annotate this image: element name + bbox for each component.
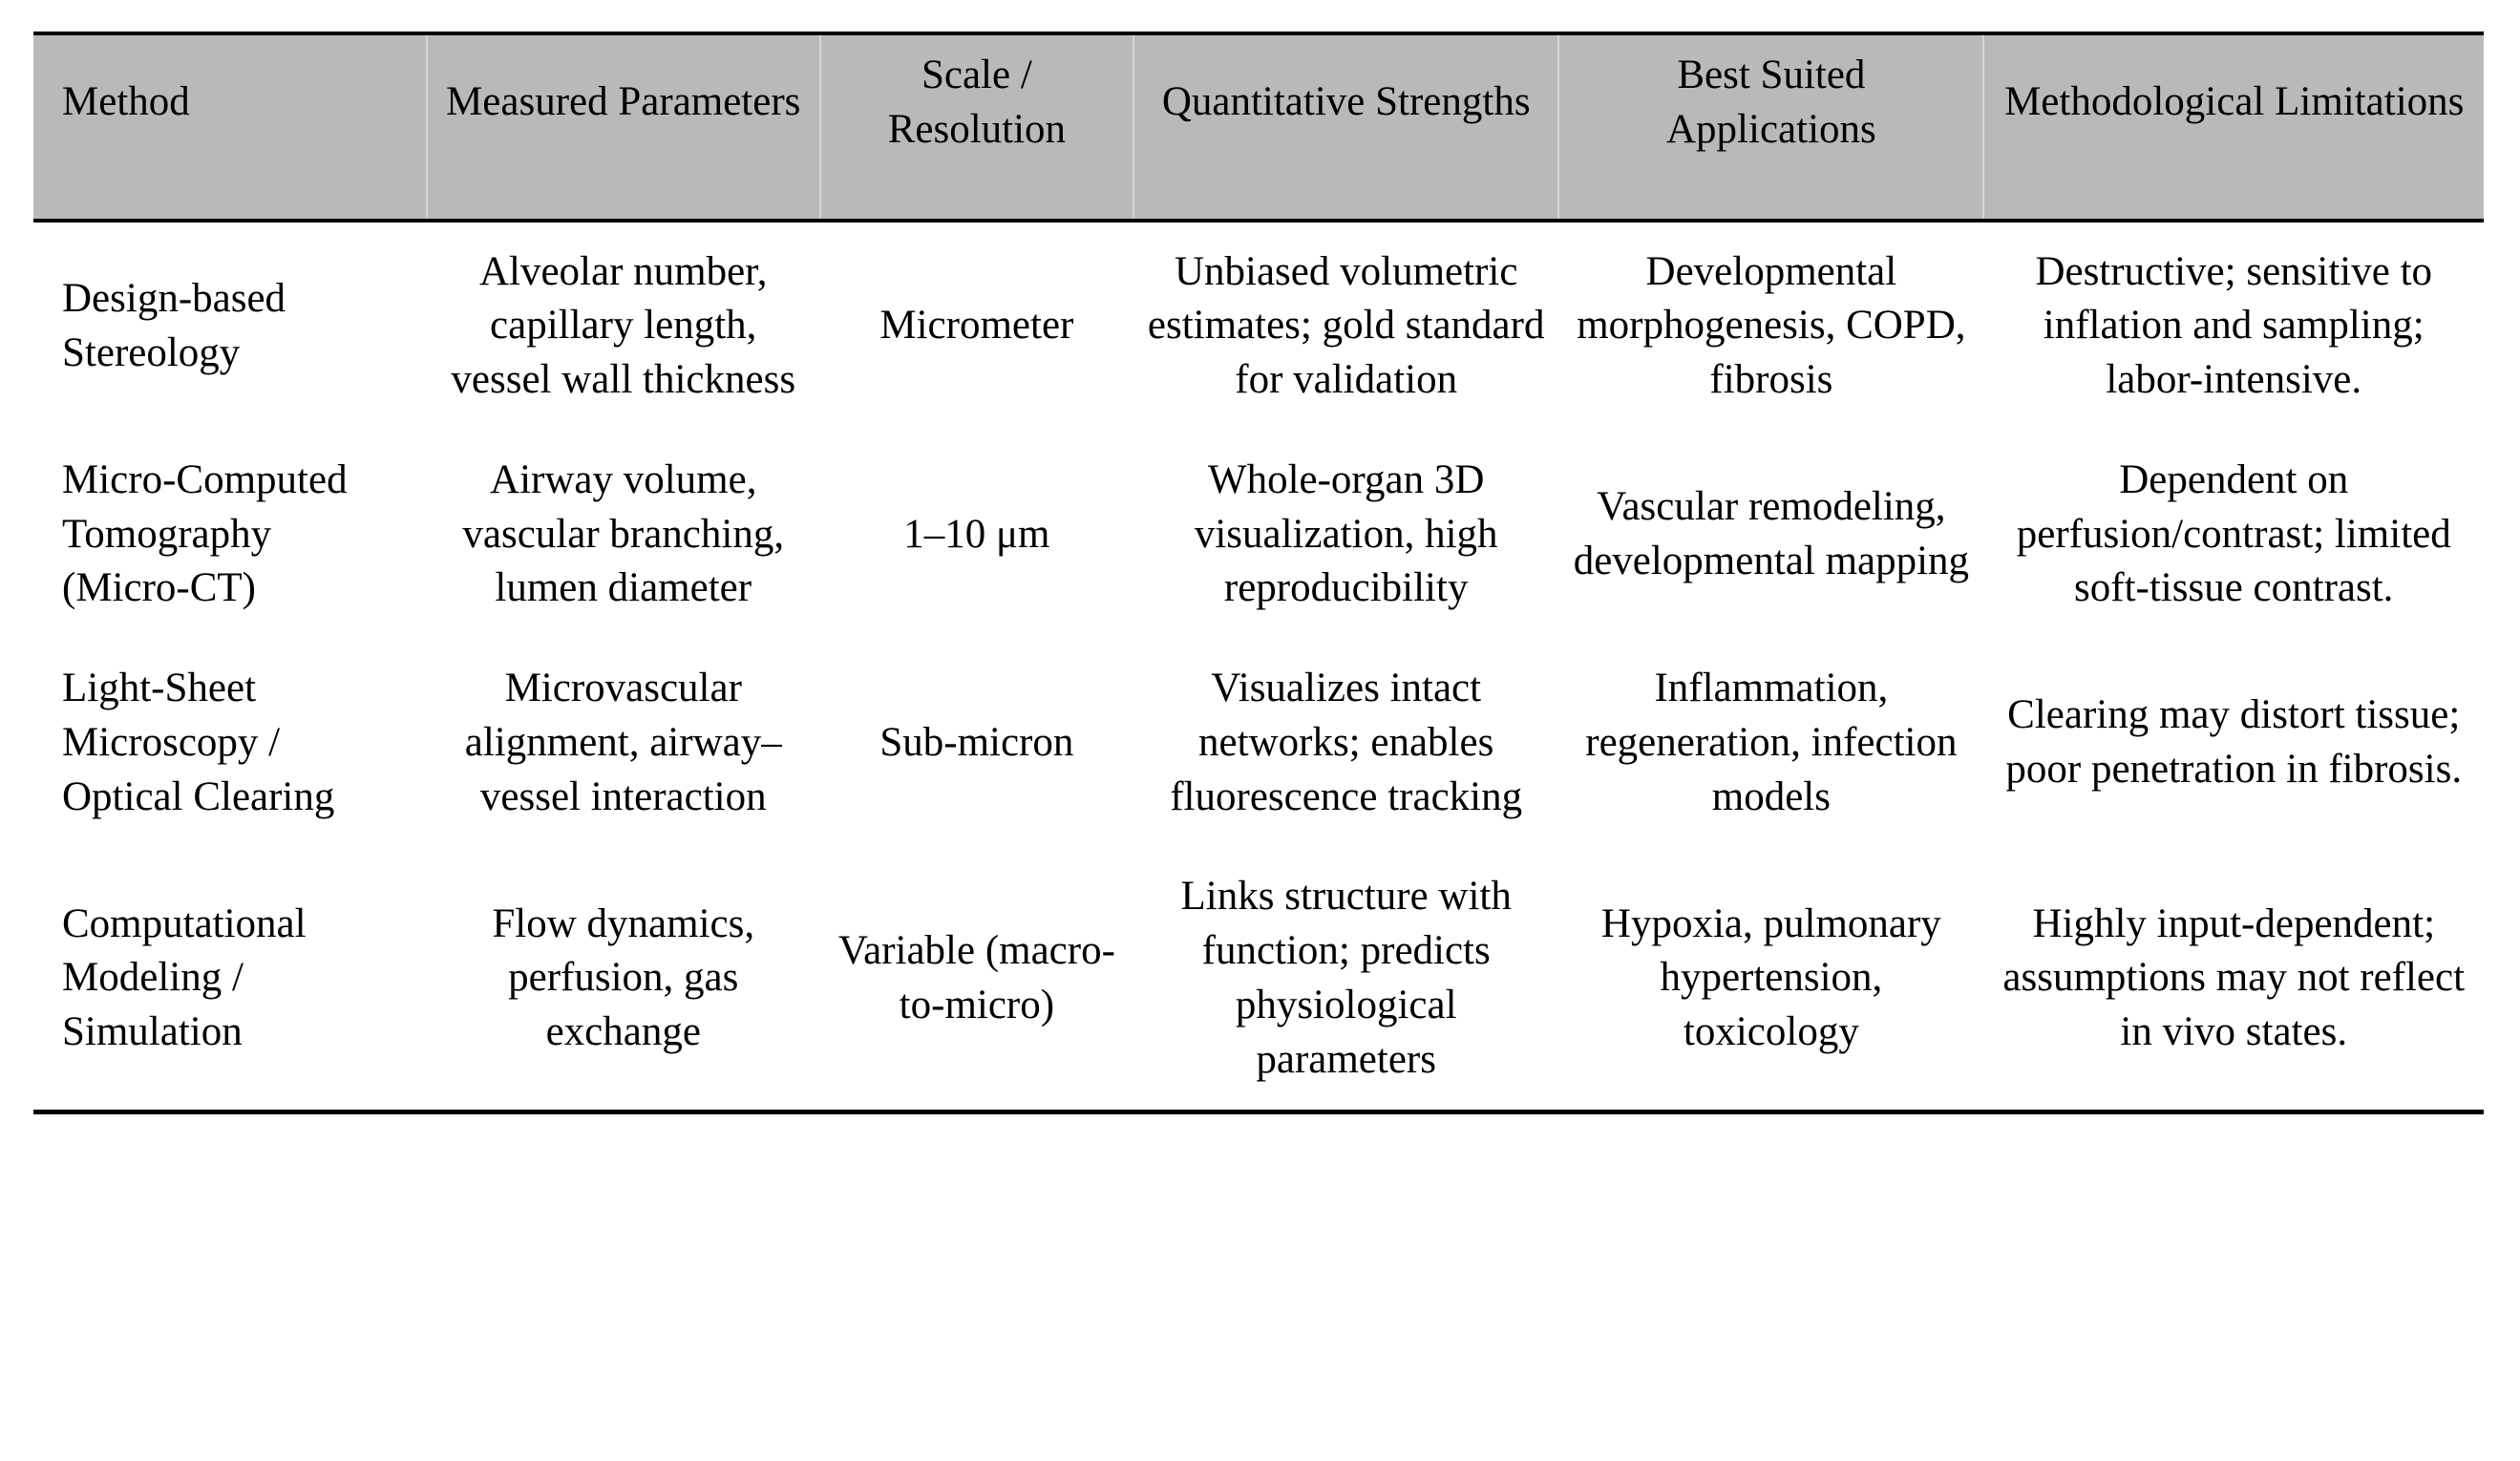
cell-scale: Sub-micron <box>879 719 1074 765</box>
table-row-computational-modeling: Computational Modeling / Simulation Flow… <box>33 847 2484 1112</box>
table-header: Method Measured Parameters Scale / Resol… <box>33 33 2484 222</box>
methods-comparison-table: Method Measured Parameters Scale / Resol… <box>33 32 2484 1115</box>
header-row: Method Measured Parameters Scale / Resol… <box>33 33 2484 222</box>
cell-limitations: Highly input-dependent; assumptions may … <box>2002 900 2466 1055</box>
table-row-micro-ct: Micro-Computed Tomography (Micro-CT) Air… <box>33 431 2484 639</box>
cell-limitations: Clearing may distort tissue; poor penetr… <box>2005 692 2463 793</box>
cell-strengths: Links structure with function; predicts … <box>1180 874 1512 1082</box>
table-body: Design-based Stereology Alveolar number,… <box>33 221 2484 1112</box>
cell-parameters: Microvascular alignment, airway–vessel i… <box>464 666 782 819</box>
column-header-quantitative-strengths: Quantitative Strengths <box>1133 33 1559 222</box>
cell-scale: Micrometer <box>879 303 1074 349</box>
cell-method: Micro-Computed Tomography (Micro-CT) <box>62 456 348 611</box>
cell-scale: 1–10 μm <box>903 511 1050 557</box>
cell-applications: Inflammation, regeneration, infection mo… <box>1585 666 1958 819</box>
cell-applications: Developmental morphogenesis, COPD, fibro… <box>1577 248 1966 403</box>
cell-limitations: Dependent on perfusion/contrast; limited… <box>2016 456 2451 611</box>
cell-applications: Vascular remodeling, developmental mappi… <box>1573 484 1970 583</box>
cell-method: Design-based Stereology <box>62 275 286 375</box>
cell-parameters: Airway volume, vascular branching, lumen… <box>462 456 785 611</box>
column-header-method: Method <box>33 33 427 222</box>
cell-scale: Variable (macro-to-micro) <box>837 928 1115 1027</box>
table-row-light-sheet: Light-Sheet Microscopy / Optical Clearin… <box>33 639 2484 847</box>
column-header-measured-parameters: Measured Parameters <box>425 33 820 222</box>
column-header-methodological-limitations: Methodological Limitations <box>1982 33 2484 222</box>
cell-strengths: Whole-organ 3D visualization, high repro… <box>1194 456 1498 611</box>
cell-applications: Hypoxia, pulmonary hypertension, toxicol… <box>1600 900 1941 1055</box>
cell-method: Light-Sheet Microscopy / Optical Clearin… <box>62 666 335 819</box>
column-header-best-suited-applications: Best Suited Applications <box>1557 33 1984 222</box>
methods-comparison-table-wrap: Method Measured Parameters Scale / Resol… <box>33 32 2484 1115</box>
cell-parameters: Flow dynamics, perfusion, gas exchange <box>492 900 755 1055</box>
cell-strengths: Unbiased volumetric estimates; gold stan… <box>1147 248 1545 403</box>
column-header-scale-resolution: Scale / Resolution <box>818 33 1134 222</box>
cell-method: Computational Modeling / Simulation <box>62 900 307 1055</box>
cell-limitations: Destructive; sensitive to inflation and … <box>2035 248 2433 403</box>
cell-strengths: Visualizes intact networks; enables fluo… <box>1170 666 1523 819</box>
cell-parameters: Alveolar number, capillary length, vesse… <box>451 248 796 403</box>
table-row-stereology: Design-based Stereology Alveolar number,… <box>33 221 2484 431</box>
